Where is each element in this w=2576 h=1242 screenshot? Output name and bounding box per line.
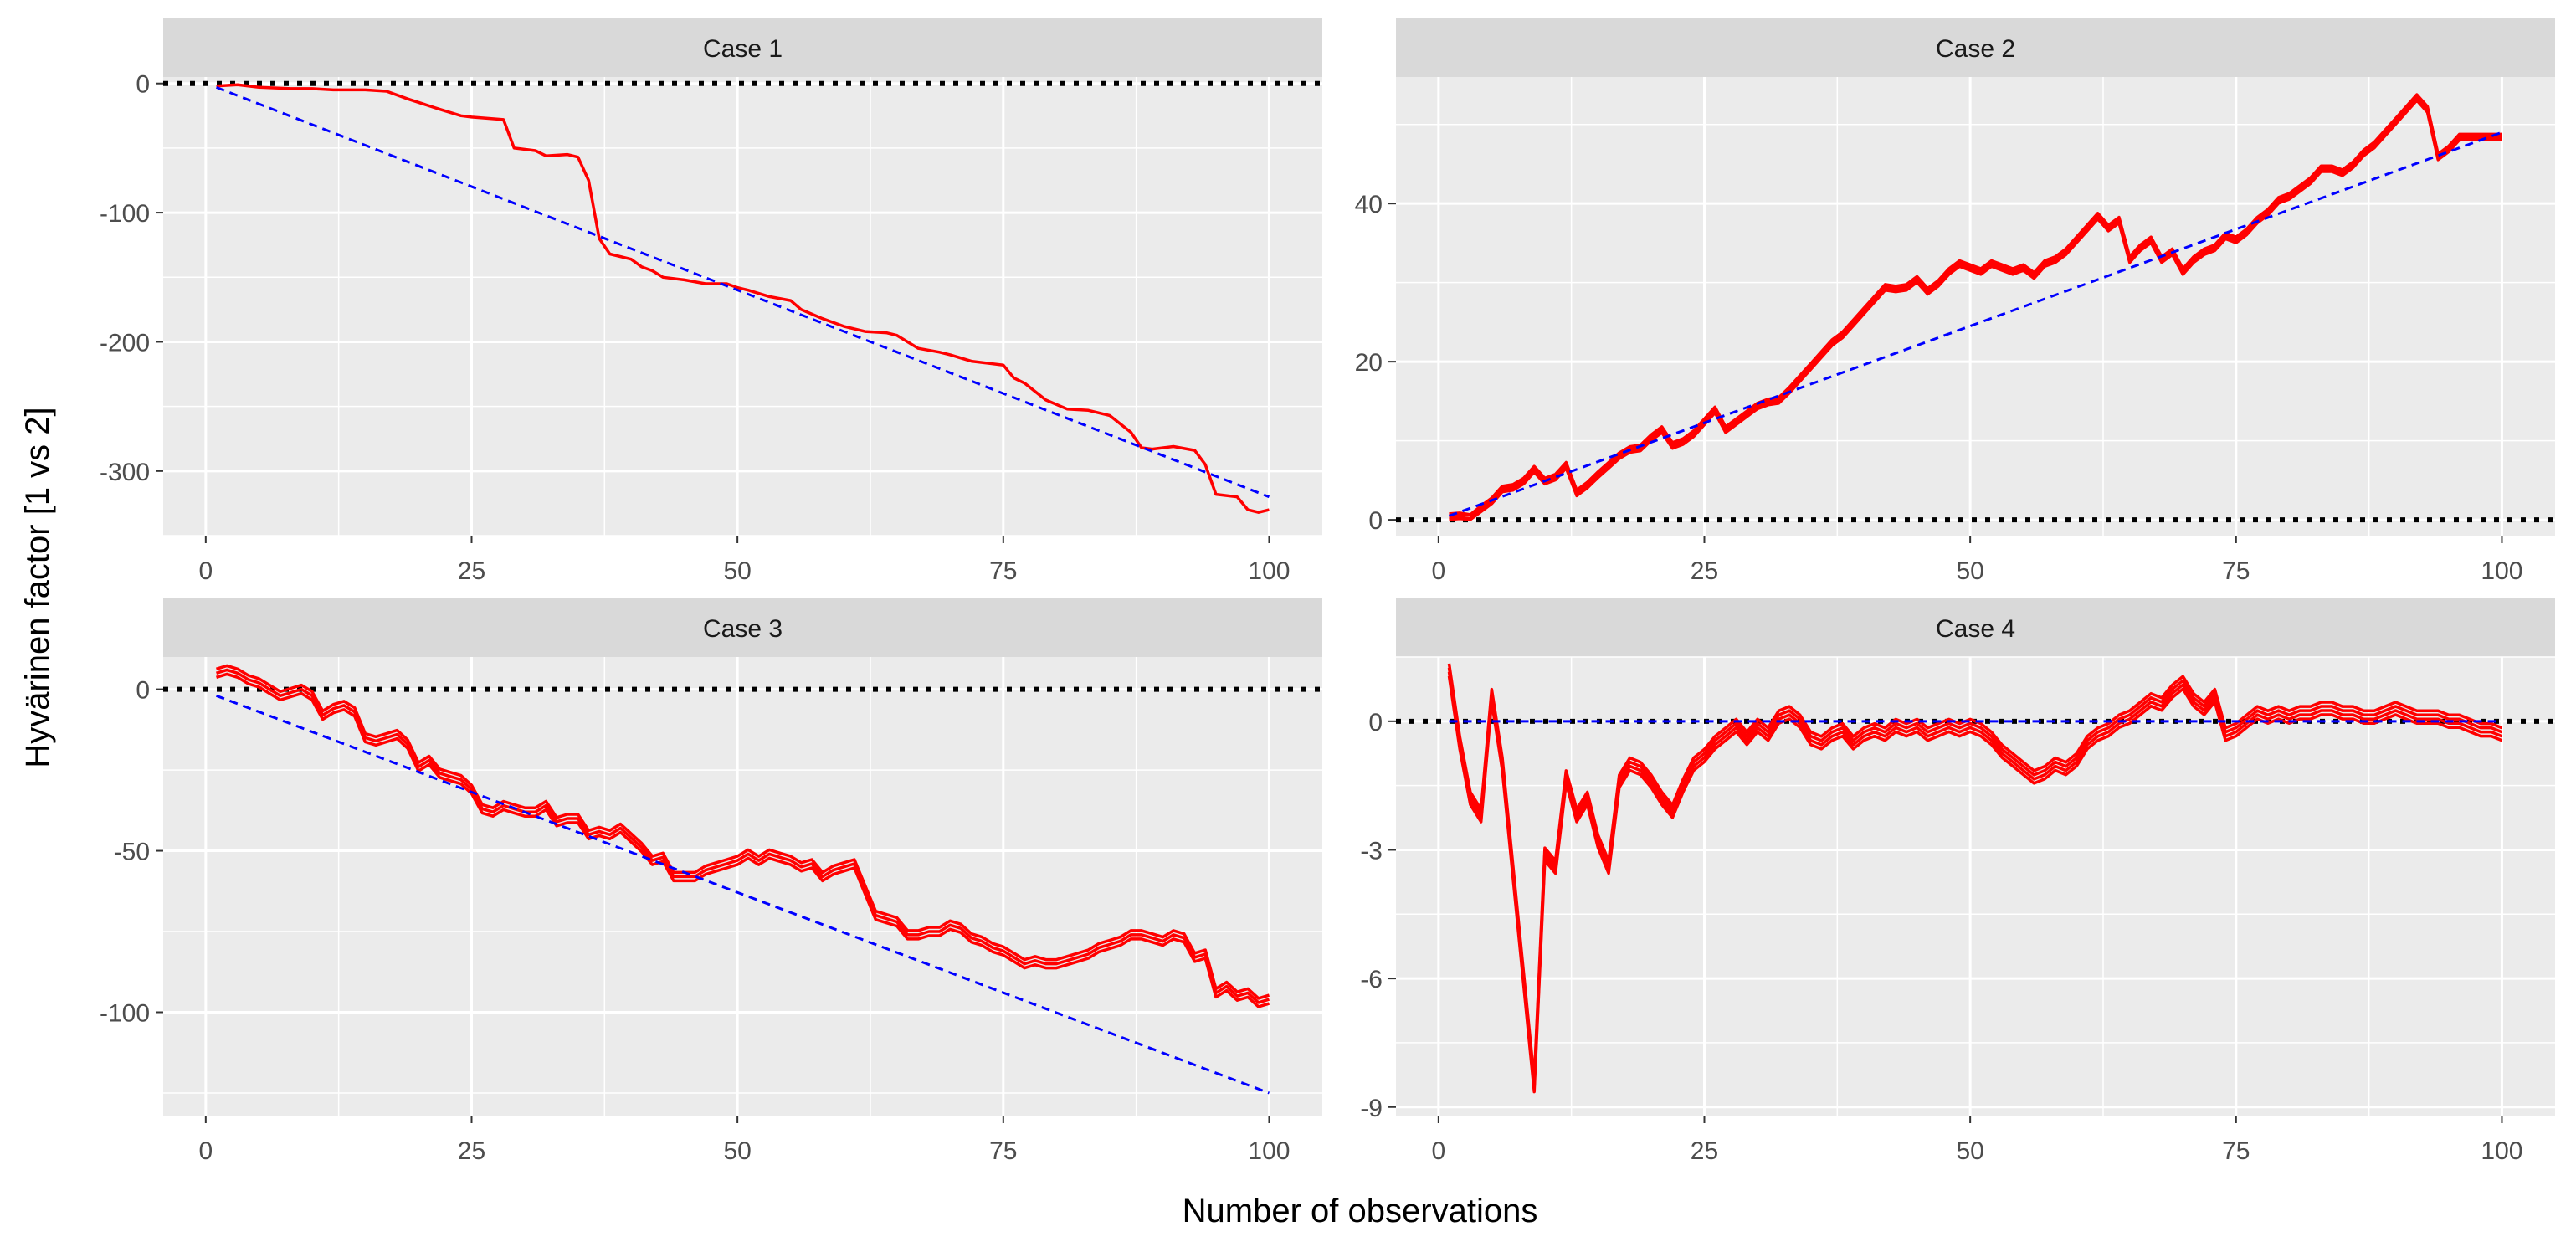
y-tick-label: 0: [136, 677, 150, 705]
series-line-1-trace-1: [216, 83, 1270, 514]
panel-background: [1396, 77, 2555, 536]
x-tick-label: 25: [1691, 1137, 1718, 1165]
y-tick-label: 0: [136, 71, 150, 99]
y-tick-label: -100: [100, 1000, 150, 1028]
x-tick-label: 75: [2222, 1137, 2250, 1165]
y-tick-label: 0: [1368, 507, 1383, 535]
series-line-1-trace-1: [215, 664, 1270, 1000]
x-tick-label: 25: [1691, 557, 1718, 585]
x-tick-label: 75: [989, 1137, 1017, 1165]
y-tick-label: -300: [100, 459, 150, 486]
blue-dashed-reference-line: [1449, 131, 2502, 517]
series-line-1-trace-2: [215, 668, 1270, 1004]
x-tick-label: 100: [1248, 557, 1290, 585]
x-tick-label: 25: [458, 557, 485, 585]
panel-background: [163, 77, 1322, 536]
facet-panel-4: Case 4 0 25 50 75 100 0 -3 -6 -9: [1360, 598, 2555, 1165]
blue-dashed-reference-line: [215, 85, 1270, 499]
x-tick-label: 75: [989, 557, 1017, 585]
series-line-1-trace-1: [1447, 663, 2503, 1081]
x-tick-label: 75: [2222, 557, 2250, 585]
x-tick-label: 100: [2481, 1137, 2522, 1165]
x-tick-label: 100: [1248, 1137, 1290, 1165]
x-tick-label: 0: [1431, 1137, 1445, 1165]
facet-panel-2: Case 2 0 25 50 75 100 0 20 40: [1355, 18, 2555, 585]
x-tick-label: 100: [2481, 557, 2522, 585]
x-tick-label: 50: [1956, 557, 1983, 585]
facet-strip-label: Case 1: [703, 35, 783, 63]
y-tick-label: -6: [1360, 966, 1383, 993]
y-tick-label: -50: [114, 839, 150, 866]
facet-strip: [1396, 598, 2555, 657]
series-line-1-trace-2: [1447, 667, 2503, 1085]
x-tick-label: 50: [723, 557, 751, 585]
y-tick-label: -3: [1360, 837, 1383, 865]
series-line-2-trace-2: [1449, 99, 2502, 521]
x-tick-label: 0: [1431, 557, 1445, 585]
series-line-1-trace-3: [1447, 671, 2503, 1090]
x-tick-label: 0: [198, 1137, 213, 1165]
y-tick-label: 20: [1355, 349, 1383, 377]
facet-panel-3: Case 3 0 25 50 75 100 0 -50 -100: [100, 598, 1322, 1165]
facet-strip: [163, 598, 1322, 657]
facet-strip-label: Case 2: [1936, 35, 2015, 63]
y-axis-title: Hyvärinen factor [1 vs 2]: [19, 407, 56, 767]
facet-strip-label: Case 4: [1936, 615, 2015, 643]
facet-strip: [1396, 18, 2555, 77]
x-tick-label: 50: [723, 1137, 751, 1165]
facet-strip: [163, 18, 1322, 77]
y-tick-label: -200: [100, 329, 150, 357]
x-tick-label: 50: [1956, 1137, 1983, 1165]
y-tick-label: 0: [1368, 709, 1383, 736]
x-tick-label: 0: [198, 557, 213, 585]
y-tick-label: -9: [1360, 1095, 1383, 1122]
x-axis-title: Number of observations: [1183, 1193, 1538, 1229]
series-line-1-trace-4: [1447, 675, 2503, 1094]
y-tick-label: 40: [1355, 191, 1383, 218]
y-tick-label: -100: [100, 200, 150, 228]
x-tick-label: 25: [458, 1137, 485, 1165]
facet-strip-label: Case 3: [703, 615, 783, 643]
blue-dashed-reference-line: [216, 694, 1270, 1095]
series-line-1-trace-3: [215, 672, 1270, 1008]
facet-panel-1: Case 1 0 25 50 75 100 0 -100 -200 -300: [100, 18, 1322, 585]
